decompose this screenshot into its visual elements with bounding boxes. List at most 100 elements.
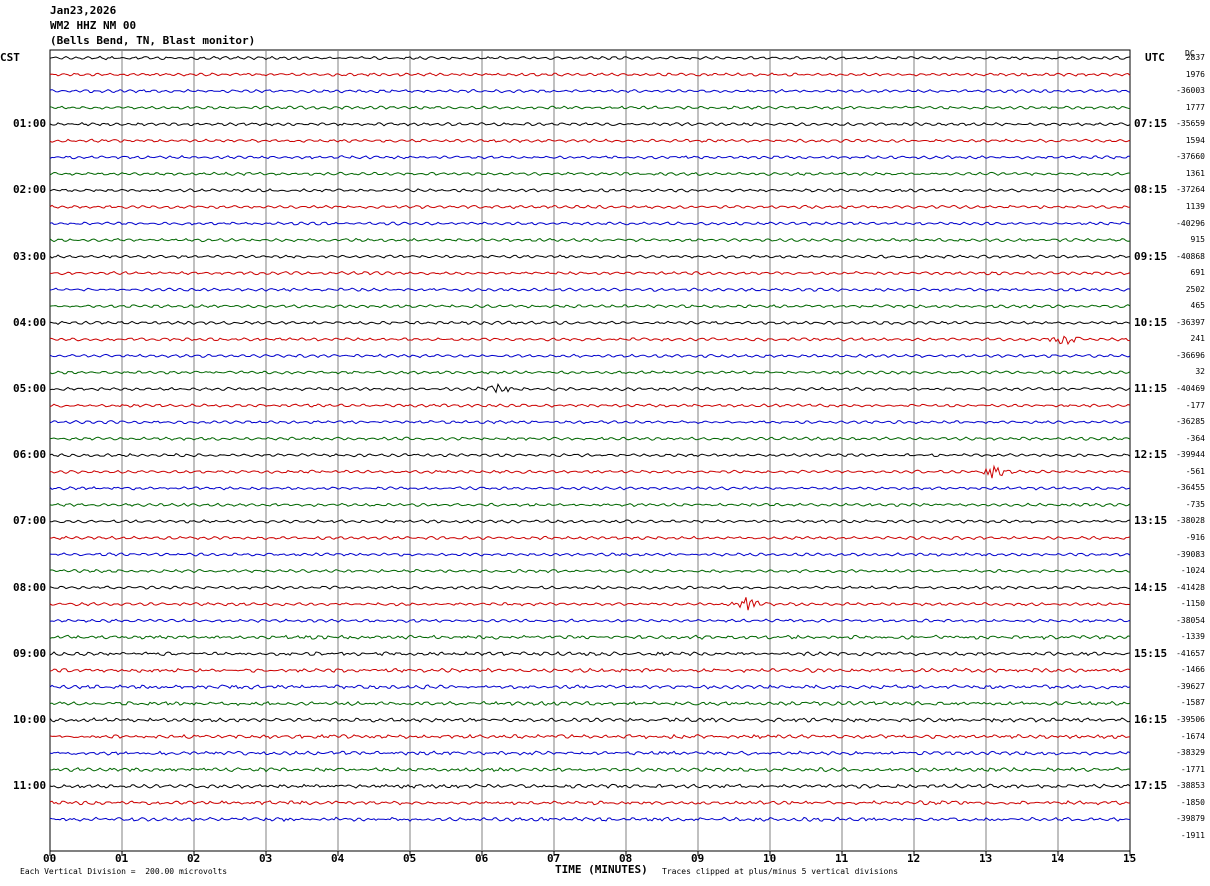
dc-offset-label: -36003 — [1176, 86, 1205, 96]
trace-row — [49, 568, 1131, 574]
dc-offset-label: -40296 — [1176, 218, 1205, 228]
dc-offset-label: 465 — [1190, 301, 1205, 311]
x-tick-label: 06 — [475, 852, 489, 865]
left-hour-label: 07:00 — [13, 514, 47, 528]
dc-offset-label: -1771 — [1180, 764, 1205, 774]
trace-row — [49, 121, 1131, 127]
dc-offset-label: 2502 — [1185, 284, 1205, 294]
station-location: (Bells Bend, TN, Blast monitor) — [50, 34, 256, 47]
trace-row — [49, 221, 1130, 226]
left-hour-label: 09:00 — [13, 646, 47, 660]
dc-offset-label: -1674 — [1180, 731, 1205, 741]
dc-offset-label: -1150 — [1180, 599, 1205, 609]
trace-row — [49, 138, 1131, 143]
x-tick-label: 03 — [259, 852, 273, 865]
dc-offset-label: -41428 — [1176, 582, 1205, 592]
dc-offset-label: -36285 — [1176, 417, 1205, 427]
trace-row — [49, 436, 1131, 441]
right-hour-label: 16:15 — [1134, 713, 1168, 726]
left-hour-label: 06:00 — [13, 448, 47, 462]
trace-row — [49, 519, 1131, 524]
dc-offset-label: -39879 — [1176, 814, 1205, 824]
x-tick-label: 15 — [1123, 852, 1137, 865]
trace-row — [49, 486, 1131, 491]
dc-offset-label: -39083 — [1176, 549, 1205, 559]
dc-offset-label: -35659 — [1176, 119, 1205, 129]
right-hour-label: 17:15 — [1134, 779, 1168, 793]
x-tick-label: 05 — [403, 852, 417, 865]
dc-offset-label: -1466 — [1180, 665, 1205, 675]
dc-offset-label: -41657 — [1176, 648, 1205, 658]
trace-row — [50, 270, 1131, 276]
left-hour-label: 03:00 — [13, 249, 47, 263]
dc-offset-label: 1976 — [1185, 69, 1205, 79]
trace-row — [49, 320, 1131, 326]
trace-row — [49, 667, 1131, 674]
dc-offset-label: -39944 — [1176, 450, 1205, 460]
dc-offset-label: 1139 — [1185, 201, 1205, 211]
dc-offset-label: 691 — [1190, 268, 1205, 278]
right-hour-label: 08:15 — [1134, 183, 1168, 197]
dc-offset-label: -36455 — [1176, 483, 1205, 493]
dc-offset-label: -38329 — [1176, 748, 1205, 758]
trace-row — [49, 502, 1131, 507]
dc-offset-label: -1850 — [1180, 797, 1205, 807]
dc-offset-label: 241 — [1190, 334, 1205, 344]
trace-row — [49, 204, 1131, 210]
trace-row — [49, 370, 1131, 375]
dc-offset-label: -364 — [1185, 433, 1205, 443]
trace-row — [49, 403, 1131, 408]
left-hour-label: 01:00 — [13, 117, 47, 131]
trace-row — [49, 733, 1131, 740]
trace-row — [49, 618, 1131, 623]
dc-offset-label: -1587 — [1180, 698, 1205, 708]
station-code: WM2 HHZ NM 00 — [50, 19, 137, 32]
x-tick-label: 10 — [763, 852, 777, 865]
dc-offset-label: -39627 — [1176, 681, 1205, 691]
trace-row — [49, 766, 1131, 773]
trace-row — [49, 304, 1131, 309]
trace-row — [49, 237, 1131, 243]
trace-row — [49, 816, 1131, 823]
trace-row — [49, 651, 1131, 657]
right-hour-label: 13:15 — [1134, 514, 1168, 528]
trace-row — [49, 750, 1131, 756]
dc-offset-label: -916 — [1185, 532, 1205, 542]
x-tick-label: 08 — [619, 852, 633, 865]
dc-offset-label: -38054 — [1176, 615, 1205, 625]
trace-row — [49, 254, 1131, 259]
trace-row — [49, 800, 1131, 806]
trace-row — [49, 88, 1131, 94]
x-tick-label: 04 — [331, 852, 345, 865]
x-tick-label: 11 — [835, 852, 849, 865]
right-hour-label: 15:15 — [1134, 646, 1168, 660]
x-tick-label: 12 — [907, 852, 921, 865]
right-hour-label: 12:15 — [1134, 448, 1168, 462]
x-tick-label: 02 — [187, 852, 201, 865]
dc-offset-label: -38028 — [1176, 516, 1205, 526]
dc-offset-label: -36397 — [1176, 317, 1205, 327]
dc-offset-label: 1777 — [1185, 102, 1205, 112]
dc-offset-label: -1024 — [1180, 566, 1205, 576]
trace-row — [49, 383, 1131, 394]
trace-row — [49, 105, 1131, 110]
right-hour-label: 10:15 — [1134, 315, 1168, 329]
trace-row — [49, 535, 1131, 541]
trace-row — [49, 171, 1131, 176]
trace-row — [49, 55, 1131, 61]
clip-note: Traces clipped at plus/minus 5 vertical … — [662, 867, 899, 876]
dc-offset-label: -561 — [1185, 466, 1205, 476]
right-axis-label: UTC — [1145, 51, 1165, 64]
trace-row — [49, 552, 1131, 557]
dc-offset-label: -37660 — [1176, 152, 1205, 162]
left-hour-label: 08:00 — [13, 580, 47, 594]
trace-row — [49, 287, 1131, 292]
trace-row — [49, 335, 1131, 346]
plot-date: Jan23,2026 — [50, 4, 117, 17]
dc-offset-label: -1911 — [1180, 830, 1205, 840]
dc-offset-label: -177 — [1185, 400, 1205, 410]
dc-offset-label: -1339 — [1180, 632, 1205, 642]
trace-row — [49, 597, 1131, 611]
dc-offset-label: -39506 — [1176, 715, 1205, 724]
